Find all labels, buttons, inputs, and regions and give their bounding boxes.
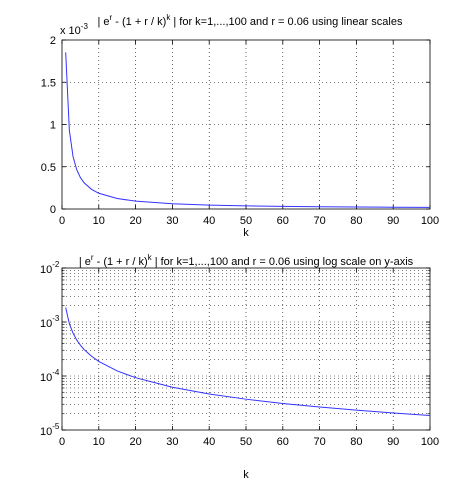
y-tick-label: 1 — [50, 120, 56, 132]
title-part-2: - (1 + r / k) — [94, 256, 148, 268]
x-tick-label: 10 — [93, 436, 105, 448]
y-tick-label: 10-5 — [40, 422, 60, 438]
y-tick-label: 10-4 — [40, 368, 60, 384]
x-tick-label: 70 — [313, 436, 325, 448]
y-tick-label: 10-2 — [40, 260, 60, 276]
title-superscript-r: r — [110, 13, 113, 22]
series-line — [65, 52, 431, 208]
x-tick-label: 40 — [203, 215, 215, 227]
x-tick-label: 0 — [59, 215, 65, 227]
x-tick-label: 20 — [129, 436, 141, 448]
plot-title-log: | er - (1 + r / k)k | for k=1,...,100 an… — [79, 253, 414, 268]
x-tick-label: 60 — [277, 436, 289, 448]
x-axis-label-top: k — [243, 227, 249, 239]
title-part-3: | for k=1,...,100 and r = 0.06 using lin… — [170, 16, 403, 28]
y-tick-label: 10-3 — [40, 314, 60, 330]
x-tick-label: 30 — [166, 215, 178, 227]
y-tick-label: 0 — [50, 204, 56, 216]
y-tick-label: 0.5 — [41, 162, 56, 174]
y-multiplier-base: x 10 — [60, 25, 81, 37]
x-tick-label: 90 — [387, 436, 399, 448]
x-tick-label: 40 — [203, 436, 215, 448]
y-tick-label-exponent: -4 — [52, 368, 60, 377]
y-tick-label-exponent: -3 — [52, 314, 60, 323]
title-part-1: | e — [79, 256, 91, 268]
x-tick-label: 30 — [166, 436, 178, 448]
x-tick-label: 0 — [59, 436, 65, 448]
log-scale-plot: | er - (1 + r / k)k | for k=1,...,100 an… — [40, 253, 439, 481]
y-tick-label-base: 10 — [40, 372, 52, 384]
title-superscript-k: k — [148, 253, 153, 262]
y-multiplier-exp: -3 — [81, 22, 89, 31]
x-tick-label: 90 — [387, 215, 399, 227]
title-part-3: | for k=1,...,100 and r = 0.06 using log… — [152, 256, 414, 268]
axes-box — [61, 39, 431, 210]
x-tick-label: 100 — [421, 215, 439, 227]
title-superscript-k: k — [166, 13, 171, 22]
ticks: 0 10 20 30 40 50 60 70 80 90 100 0 0.5 1 1.5 2 — [41, 35, 439, 227]
title-part-2: - (1 + r / k) — [112, 16, 166, 28]
plot-title-linear: | er - (1 + r / k)k | for k=1,...,100 an… — [98, 13, 403, 28]
y-tick-label-base: 10 — [40, 426, 52, 438]
y-tick-label-exponent: -5 — [52, 422, 60, 431]
x-tick-label: 70 — [313, 215, 325, 227]
x-tick-label: 50 — [240, 215, 252, 227]
y-tick-label-base: 10 — [40, 318, 52, 330]
y-tick-label: 2 — [50, 35, 56, 47]
x-tick-label: 80 — [350, 215, 362, 227]
x-tick-label: 80 — [350, 436, 362, 448]
title-superscript-r: r — [91, 253, 94, 262]
y-tick-label: 1.5 — [41, 77, 56, 89]
series-line — [65, 307, 431, 416]
linear-scale-plot: | er - (1 + r / k)k | for k=1,...,100 an… — [41, 13, 439, 239]
x-tick-label: 20 — [129, 215, 141, 227]
axes-box — [61, 267, 431, 431]
x-axis-label-bottom: k — [243, 469, 249, 481]
y-tick-label-exponent: -2 — [52, 260, 60, 269]
x-tick-label: 60 — [277, 215, 289, 227]
x-tick-label: 10 — [93, 215, 105, 227]
grid-lines — [62, 40, 430, 209]
title-part-1: | e — [98, 16, 110, 28]
y-multiplier: x 10-3 — [60, 22, 88, 37]
y-tick-label-base: 10 — [40, 264, 52, 276]
x-tick-label: 100 — [421, 436, 439, 448]
grid-lines — [62, 268, 430, 430]
x-tick-label: 50 — [240, 436, 252, 448]
